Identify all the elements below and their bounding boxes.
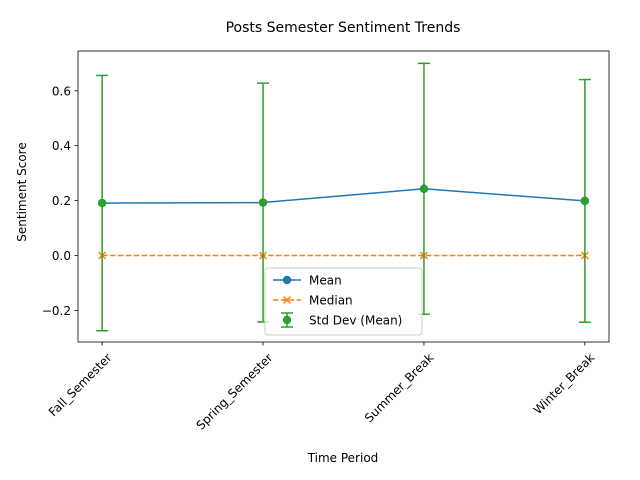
legend-entry: Mean bbox=[273, 274, 342, 288]
data-point bbox=[97, 198, 107, 208]
legend-entry: Median bbox=[273, 294, 353, 308]
series-std-dev-mean- bbox=[96, 62, 591, 332]
y-tick-label: 0.6 bbox=[52, 84, 71, 98]
data-point bbox=[258, 198, 268, 207]
chart-title: Posts Semester Sentiment Trends bbox=[226, 20, 461, 36]
legend-marker bbox=[282, 315, 292, 325]
legend-entry: Std Dev (Mean) bbox=[281, 312, 402, 328]
y-axis-label: Sentiment Score bbox=[15, 142, 29, 241]
y-tick-label: 0.4 bbox=[52, 139, 71, 153]
y-tick-label: 0.2 bbox=[52, 194, 71, 208]
axes-frame bbox=[77, 50, 610, 343]
legend-box bbox=[264, 267, 423, 336]
legend-label: Std Dev (Mean) bbox=[309, 314, 402, 328]
legend: Mean Median Std Dev (Mean) bbox=[264, 267, 423, 336]
legend-label: Mean bbox=[309, 274, 342, 288]
series-line bbox=[102, 188, 585, 204]
data-point bbox=[580, 196, 590, 206]
plot-area bbox=[96, 62, 591, 332]
x-axis-label: Time Period bbox=[307, 451, 379, 465]
data-point bbox=[419, 184, 429, 194]
y-tick-label: −0.2 bbox=[42, 304, 71, 318]
y-tick-label: 0.0 bbox=[52, 249, 71, 263]
legend-marker bbox=[282, 295, 292, 305]
legend-label: Median bbox=[309, 294, 353, 308]
legend-marker bbox=[282, 275, 292, 285]
